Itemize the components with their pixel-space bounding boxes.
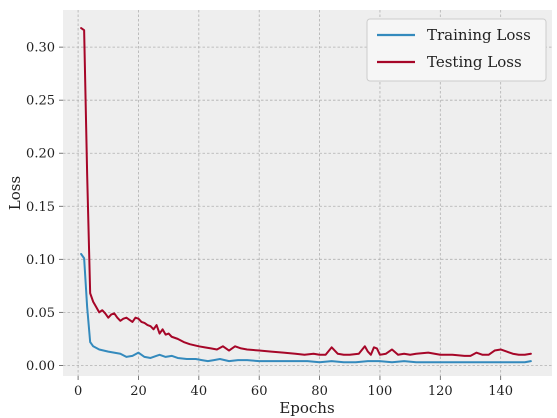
y-axis-label: Loss: [6, 176, 24, 210]
x-tick-label: 60: [251, 384, 268, 399]
training-loss-line: [80, 253, 532, 364]
y-tick-label: 0.10: [26, 253, 55, 268]
legend: Training Loss Testing Loss: [366, 18, 547, 82]
axis-ticks: 0 20 40 60 80 100 120 140 0.00 0.05 0.10 0.15 0.20 0.…: [26, 41, 513, 399]
x-axis-label: Epochs: [279, 399, 334, 417]
x-tick-label: 120: [428, 384, 453, 399]
y-tick-label: 0.15: [26, 200, 55, 215]
legend-label-testing: Testing Loss: [427, 53, 522, 71]
legend-label-training: Training Loss: [427, 26, 531, 44]
x-tick-label: 100: [368, 384, 393, 399]
y-tick-label: 0.05: [26, 306, 55, 321]
x-tick-label: 20: [130, 384, 147, 399]
y-tick-label: 0.20: [26, 147, 55, 162]
x-tick-label: 40: [191, 384, 208, 399]
x-tick-label: 80: [311, 384, 328, 399]
testing-loss-line: [80, 27, 532, 357]
y-tick-label: 0.25: [26, 94, 55, 109]
x-tick-label: 140: [488, 384, 513, 399]
y-tick-label: 0.00: [26, 359, 55, 374]
x-tick-label: 0: [74, 384, 82, 399]
y-tick-label: 0.30: [26, 41, 55, 56]
data-series: [80, 27, 532, 364]
